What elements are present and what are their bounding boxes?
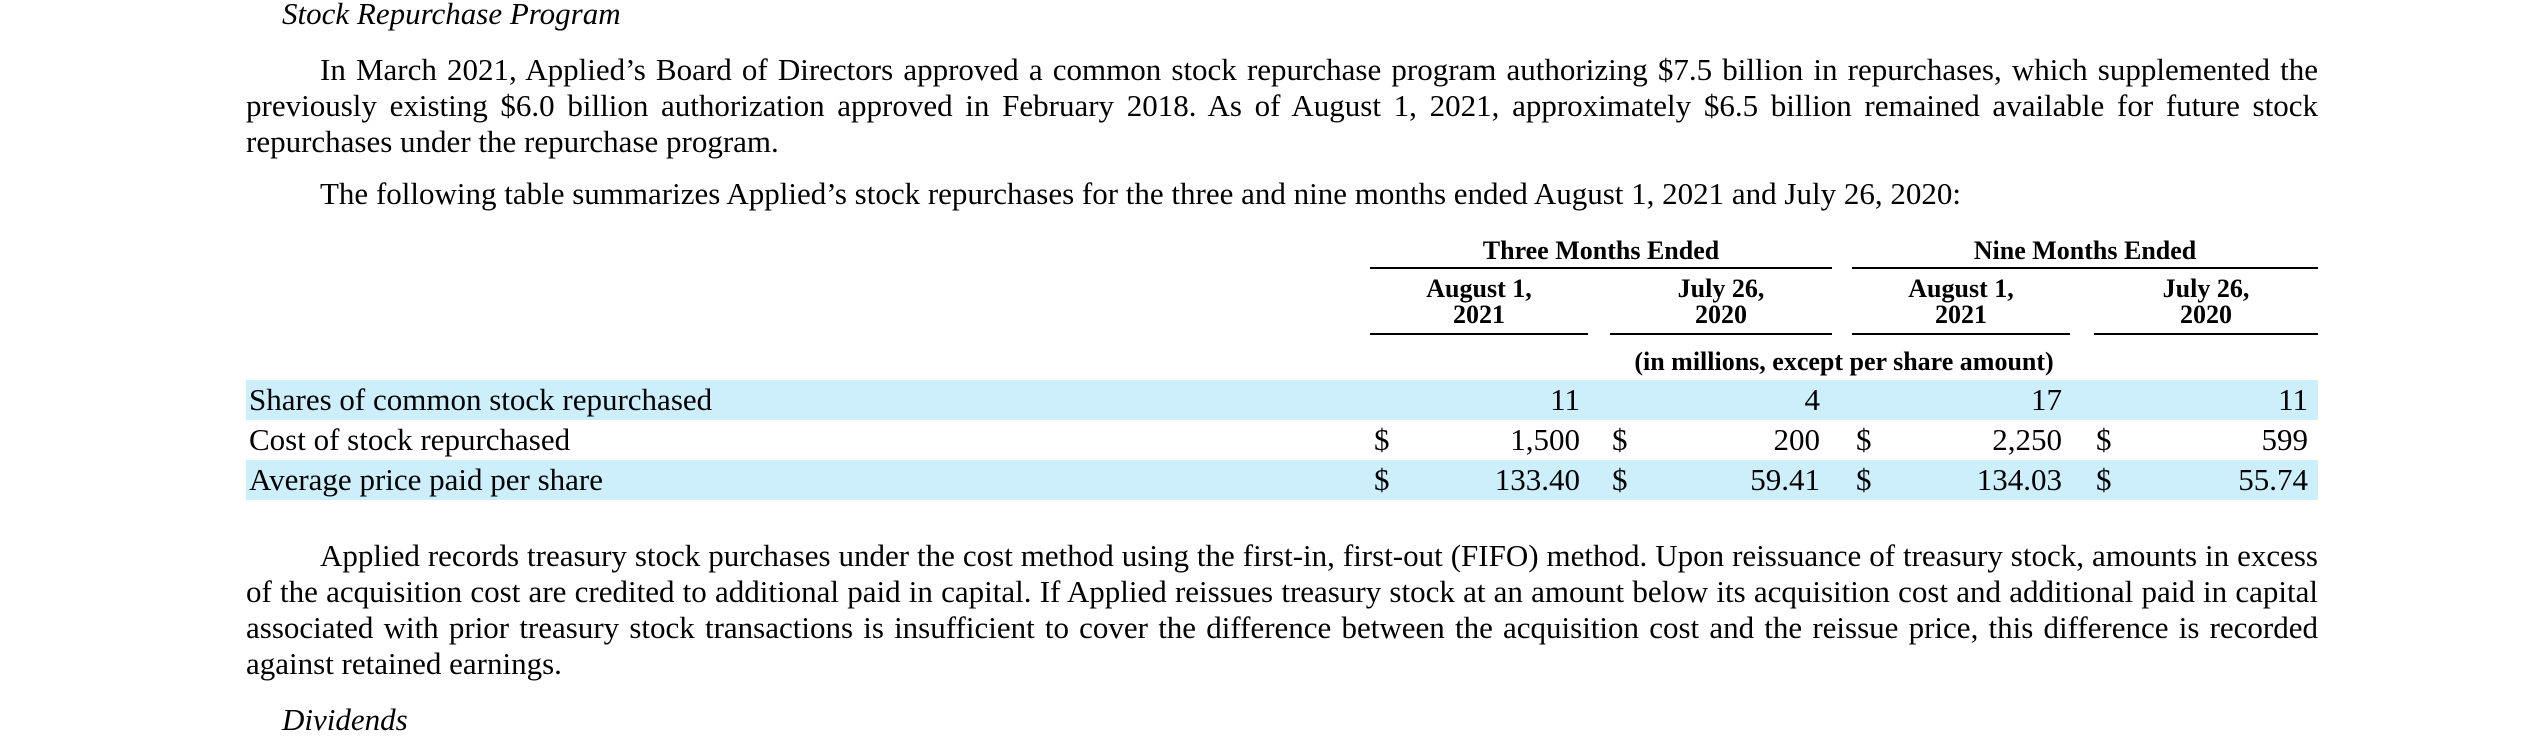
currency-symbol: $ bbox=[1612, 462, 1628, 497]
column-header-line2: 2021 bbox=[1935, 300, 1987, 329]
paragraph-table-intro: The following table summarizes Applied’s… bbox=[320, 176, 1961, 211]
column-header-three-months-2021: August 1, 2021 bbox=[1370, 276, 1588, 328]
table-cell-value: 17 bbox=[2031, 382, 2062, 417]
table-cell-value: 4 bbox=[1804, 382, 1821, 417]
currency-symbol: $ bbox=[1612, 422, 1628, 457]
column-header-nine-months-2021: August 1, 2021 bbox=[1852, 276, 2070, 328]
units-note: (in millions, except per share amount) bbox=[1634, 347, 2054, 376]
column-header-line1: July 26, bbox=[2162, 274, 2250, 303]
table-row bbox=[246, 380, 2318, 420]
currency-symbol: $ bbox=[2096, 422, 2112, 457]
column-underline bbox=[1370, 333, 1588, 335]
currency-symbol: $ bbox=[1374, 462, 1390, 497]
table-cell-value: 55.74 bbox=[2238, 462, 2308, 497]
column-underline bbox=[1610, 333, 1832, 335]
column-header-nine-months-2020: July 26, 2020 bbox=[2094, 276, 2318, 328]
currency-symbol: $ bbox=[1856, 462, 1872, 497]
table-cell-value: 200 bbox=[1773, 422, 1821, 457]
column-header-line2: 2020 bbox=[1695, 300, 1747, 329]
group-header-three-months: Three Months Ended bbox=[1482, 236, 1720, 265]
table-cell-value: 11 bbox=[2278, 382, 2308, 417]
row-label: Cost of stock repurchased bbox=[249, 422, 571, 457]
column-header-line2: 2021 bbox=[1453, 300, 1505, 329]
paragraph-repurchase-authorization: In March 2021, Applied’s Board of Direct… bbox=[246, 52, 2318, 159]
table-cell-value: 133.40 bbox=[1494, 462, 1580, 497]
table-row bbox=[246, 460, 2318, 500]
group-header-nine-months: Nine Months Ended bbox=[1973, 236, 2197, 265]
column-header-line1: August 1, bbox=[1908, 274, 2014, 303]
column-header-line1: August 1, bbox=[1426, 274, 1532, 303]
currency-symbol: $ bbox=[1856, 422, 1872, 457]
row-label: Shares of common stock repurchased bbox=[249, 382, 713, 417]
currency-symbol: $ bbox=[2096, 462, 2112, 497]
table-cell-value: 11 bbox=[1550, 382, 1580, 417]
currency-symbol: $ bbox=[1374, 422, 1390, 457]
table-cell-value: 134.03 bbox=[1976, 462, 2062, 497]
table-cell-value: 2,250 bbox=[1992, 422, 2062, 457]
table-cell-value: 599 bbox=[2261, 422, 2309, 457]
group-underline-nine-months bbox=[1852, 267, 2318, 269]
column-underline bbox=[1852, 333, 2070, 335]
section-heading-stock-repurchase: Stock Repurchase Program bbox=[282, 0, 621, 31]
column-underline bbox=[2094, 333, 2318, 335]
section-heading-dividends: Dividends bbox=[282, 702, 408, 737]
column-header-three-months-2020: July 26, 2020 bbox=[1610, 276, 1832, 328]
group-underline-three-months bbox=[1370, 267, 1832, 269]
paragraph-treasury-stock-method: Applied records treasury stock purchases… bbox=[246, 538, 2318, 681]
table-cell-value: 59.41 bbox=[1750, 462, 1820, 497]
table-cell-value: 1,500 bbox=[1510, 422, 1580, 457]
column-header-line2: 2020 bbox=[2180, 300, 2232, 329]
column-header-line1: July 26, bbox=[1677, 274, 1765, 303]
row-label: Average price paid per share bbox=[249, 462, 604, 497]
